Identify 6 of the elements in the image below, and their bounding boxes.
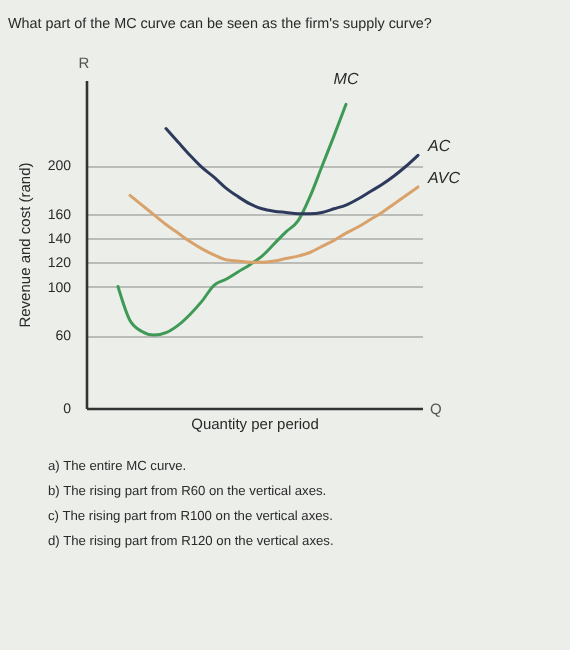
line-series (128, 185, 420, 264)
series-label: AC (426, 137, 451, 156)
line-series (164, 127, 420, 216)
series-label: AVC (426, 168, 461, 187)
series-label: MC (333, 70, 359, 89)
line-series (116, 102, 348, 337)
